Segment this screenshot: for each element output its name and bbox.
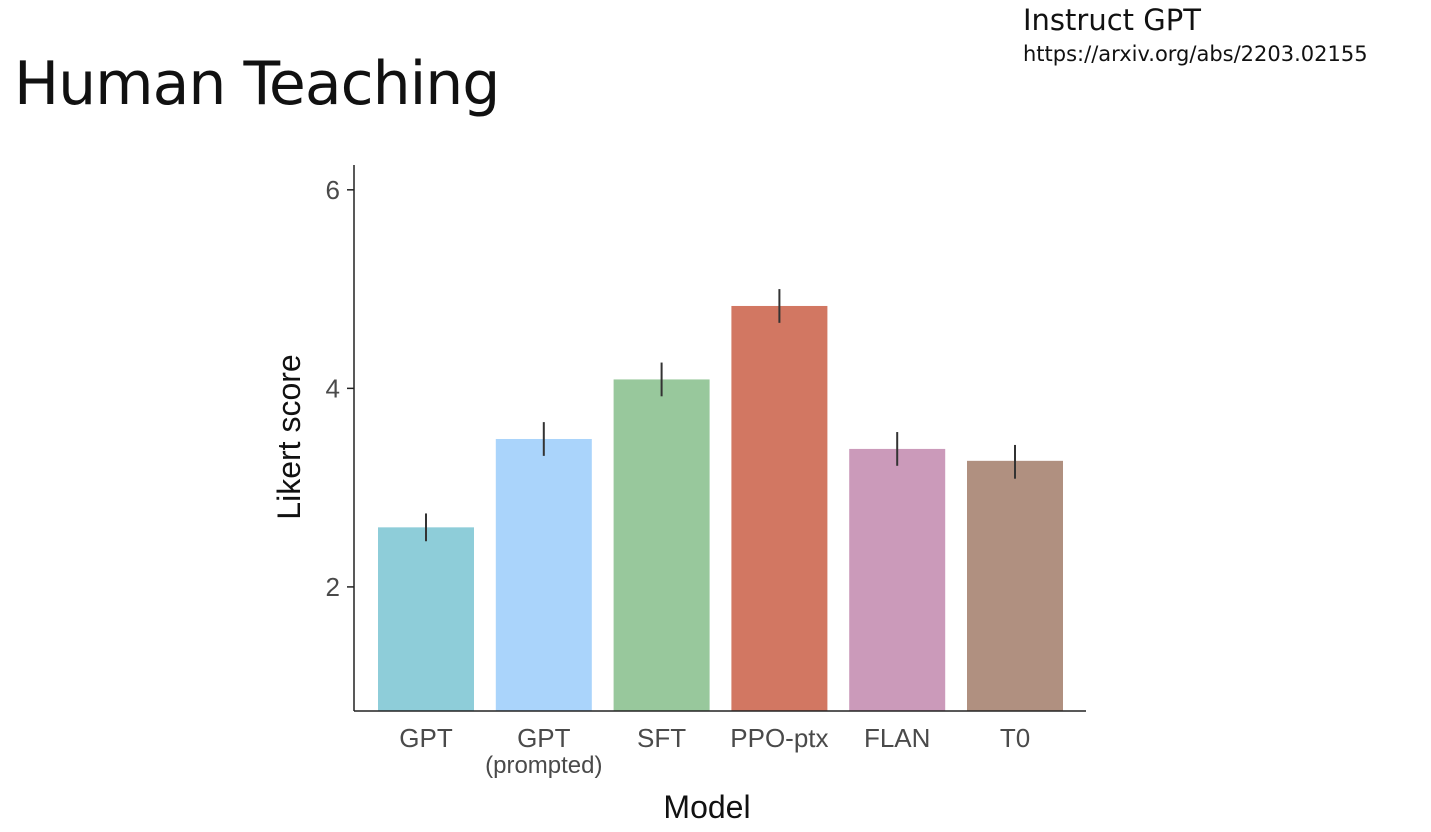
reference-title: Instruct GPT: [1023, 3, 1201, 37]
reference-url: https://arxiv.org/abs/2203.02155: [1023, 41, 1368, 66]
x-tick-label-4: FLAN: [864, 723, 930, 753]
x-tick-label-2: SFT: [637, 723, 686, 753]
bar-0: [378, 527, 474, 711]
x-tick-label-3: PPO-ptx: [730, 723, 828, 753]
bar-4: [849, 448, 946, 711]
y-axis-title: Likert score: [271, 354, 307, 519]
bar-3: [731, 305, 828, 711]
slide-title: Human Teaching: [14, 49, 500, 119]
x-tick-label-0: GPT: [399, 723, 453, 753]
reference-box: Instruct GPT https://arxiv.org/abs/2203.…: [1023, 2, 1368, 69]
x-labels-layer: GPT GPT(prompted)SFT PPO-ptx FLAN T0: [399, 723, 1030, 779]
bars-layer: [378, 305, 1063, 711]
x-tick-sublabel-1: (prompted): [485, 752, 602, 779]
errorbars-layer: [425, 289, 1016, 542]
bar-2: [613, 379, 710, 711]
y-tick-label-1: 4: [326, 373, 340, 403]
y-tick-label-2: 6: [326, 175, 340, 205]
y-tick-label-0: 2: [326, 572, 340, 602]
bar-1: [495, 438, 592, 711]
x-tick-label-1: GPT: [517, 723, 571, 753]
y-ticks-layer: 2 4 6: [326, 175, 354, 602]
bar-5: [967, 460, 1063, 711]
axes-layer: [353, 165, 1086, 712]
x-tick-label-5: T0: [1000, 723, 1030, 753]
x-axis-title: Model: [663, 789, 750, 825]
